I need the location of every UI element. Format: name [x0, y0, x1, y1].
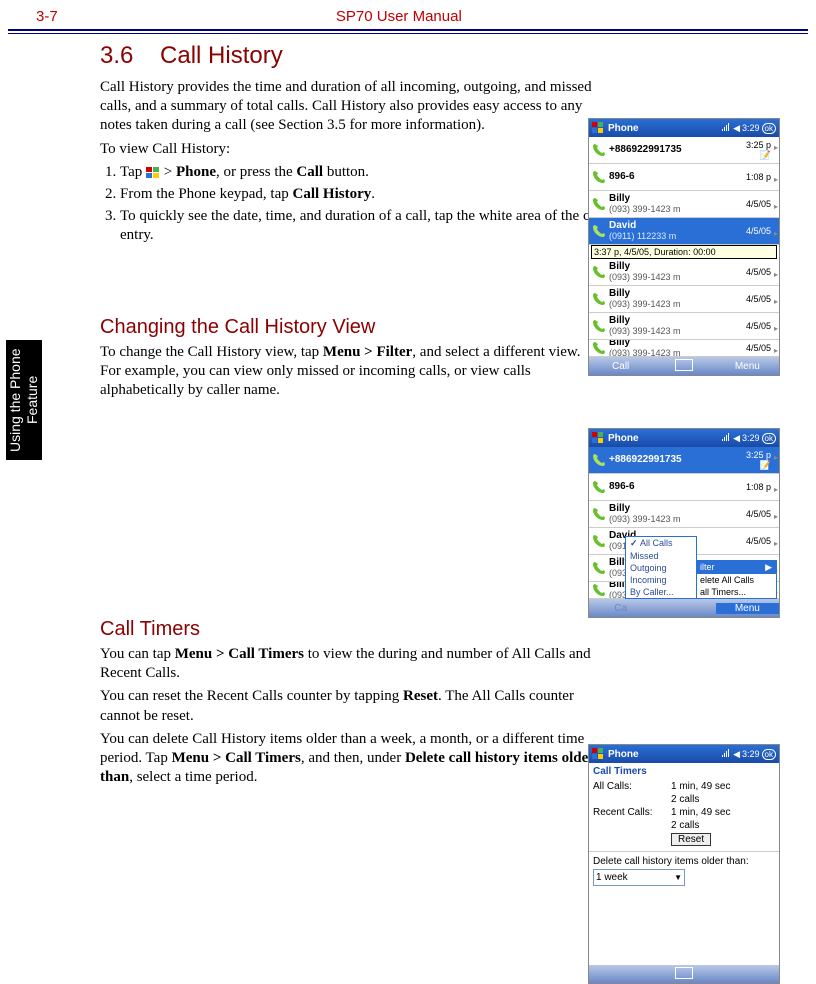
ok-button[interactable]: ok: [762, 433, 776, 444]
delete-period-select[interactable]: 1 week▼: [593, 869, 685, 886]
sub2-p2: You can reset the Recent Calls counter b…: [100, 687, 600, 725]
outgoing-call-icon: [591, 291, 607, 307]
start-flag-icon: [146, 166, 160, 178]
timers-table: All Calls: 1 min, 49 sec 2 calls Recent …: [589, 780, 779, 847]
filter-all-calls[interactable]: All Calls: [626, 537, 696, 550]
recent-calls-duration: 1 min, 49 sec: [667, 806, 779, 819]
start-icon[interactable]: [592, 432, 604, 444]
menu-item-delete-all[interactable]: elete All Calls: [696, 574, 776, 586]
keyboard-icon[interactable]: [652, 967, 715, 982]
filter-by-caller[interactable]: By Caller...: [626, 586, 696, 598]
chapter-tab: Using the Phone Feature: [6, 340, 42, 460]
outgoing-call-icon: [591, 169, 607, 185]
screenshot-call-history: Phone ◀ 3:29 ok +8869229917353:25 p📝▸896…: [588, 118, 780, 376]
recent-calls-label: Recent Calls:: [589, 806, 667, 819]
intro-paragraph: Call History provides the time and durat…: [100, 78, 600, 136]
filter-missed[interactable]: Missed: [626, 550, 696, 562]
outgoing-call-icon: [591, 264, 607, 280]
call-history-row[interactable]: David(0911) 112233 m4/5/05▸: [589, 218, 779, 245]
step-3: To quickly see the date, time, and durat…: [120, 207, 620, 245]
steps-list: Tap > Phone, or press the Call button. F…: [100, 163, 620, 246]
menu-item-filter[interactable]: ilter▶: [696, 561, 776, 574]
ok-button[interactable]: ok: [762, 749, 776, 760]
outgoing-call-icon: [591, 560, 607, 576]
filter-submenu[interactable]: All Calls Missed Outgoing Incoming By Ca…: [625, 536, 697, 599]
call-timers-subtitle: Call Timers: [589, 763, 779, 780]
recent-calls-count: 2 calls: [667, 819, 779, 832]
speaker-icon: ◀: [733, 749, 740, 760]
call-history-row[interactable]: 896-61:08 p▸: [589, 164, 779, 191]
device-titlebar: Phone ◀ 3:29 ok: [589, 119, 779, 137]
call-history-row[interactable]: Billy(093) 399-1423 m4/5/05▸: [589, 501, 779, 528]
ok-button[interactable]: ok: [762, 123, 776, 134]
step-2: From the Phone keypad, tap Call History.: [120, 185, 620, 204]
clock-text: 3:29: [742, 123, 760, 133]
page-number: 3-7: [36, 8, 58, 25]
keyboard-icon[interactable]: [652, 359, 715, 374]
header-rule-2: [8, 33, 808, 34]
filter-incoming[interactable]: Incoming: [626, 574, 696, 586]
header-rule-1: [8, 29, 808, 31]
subheading-timers: Call Timers: [100, 618, 800, 641]
sub2-p3: You can delete Call History items older …: [100, 730, 600, 788]
call-history-row[interactable]: Billy(093) 399-1423 m4/5/05▸: [589, 286, 779, 313]
delete-older-label: Delete call history items older than:: [589, 856, 779, 867]
all-calls-label: All Calls:: [589, 780, 667, 793]
clock-text: 3:29: [742, 749, 760, 759]
page-header: 3-7 SP70 User Manual: [0, 0, 816, 29]
device-softkey-bar: [589, 965, 779, 983]
outgoing-call-icon: [591, 452, 607, 468]
call-detail-tooltip: 3:37 p, 4/5/05, Duration: 00:00: [591, 245, 777, 259]
outgoing-call-icon: [591, 479, 607, 495]
clock-text: 3:29: [742, 433, 760, 443]
device-titlebar: Phone ◀ 3:29 ok: [589, 745, 779, 763]
screenshot-filter-menu: Phone ◀ 3:29 ok +8869229917353:25 p📝▸896…: [588, 428, 780, 618]
section-heading: 3.6 Call History: [100, 42, 800, 70]
all-calls-count: 2 calls: [667, 793, 779, 806]
speaker-icon: ◀: [733, 433, 740, 444]
doc-title: SP70 User Manual: [336, 8, 462, 25]
call-history-row[interactable]: 896-61:08 p▸: [589, 474, 779, 501]
menu-popup[interactable]: ilter▶ elete All Calls all Timers...: [695, 560, 777, 599]
outgoing-call-icon: [591, 340, 607, 356]
speaker-icon: ◀: [733, 123, 740, 134]
step-1: Tap > Phone, or press the Call button.: [120, 163, 620, 182]
softkey-call[interactable]: Ca: [589, 603, 652, 614]
outgoing-call-icon: [591, 318, 607, 334]
call-history-row[interactable]: Billy(093) 399-1423 m4/5/05▸: [589, 313, 779, 340]
outgoing-call-icon: [591, 142, 607, 158]
softkey-menu[interactable]: Menu: [716, 603, 779, 614]
call-history-row[interactable]: Billy(093) 399-1423 m4/5/05▸: [589, 259, 779, 286]
softkey-menu[interactable]: Menu: [716, 361, 779, 372]
signal-icon: [721, 748, 731, 760]
menu-item-call-timers[interactable]: all Timers...: [696, 586, 776, 598]
start-icon[interactable]: [592, 122, 604, 134]
reset-button[interactable]: Reset: [671, 833, 711, 846]
sub2-p1: You can tap Menu > Call Timers to view t…: [100, 645, 600, 683]
device-softkey-bar: Call Menu: [589, 357, 779, 375]
start-icon[interactable]: [592, 748, 604, 760]
to-view-line: To view Call History:: [100, 140, 600, 159]
outgoing-call-icon: [591, 196, 607, 212]
softkey-call[interactable]: Call: [589, 361, 652, 372]
signal-icon: [721, 432, 731, 444]
device-softkey-bar: Ca Menu: [589, 599, 779, 617]
device-titlebar: Phone ◀ 3:29 ok: [589, 429, 779, 447]
call-history-row[interactable]: Billy(093) 399-1423 m4/5/05▸: [589, 340, 779, 357]
outgoing-call-icon: [591, 223, 607, 239]
screenshot-call-timers: Phone ◀ 3:29 ok Call Timers All Calls: 1…: [588, 744, 780, 984]
call-history-row[interactable]: Billy(093) 399-1423 m4/5/05▸: [589, 191, 779, 218]
call-history-row[interactable]: +8869229917353:25 p📝▸: [589, 447, 779, 474]
signal-icon: [721, 122, 731, 134]
all-calls-duration: 1 min, 49 sec: [667, 780, 779, 793]
sub1-paragraph: To change the Call History view, tap Men…: [100, 343, 600, 401]
filter-outgoing[interactable]: Outgoing: [626, 562, 696, 574]
chevron-down-icon: ▼: [674, 873, 682, 882]
outgoing-call-icon: [591, 533, 607, 549]
call-history-row[interactable]: +8869229917353:25 p📝▸: [589, 137, 779, 164]
outgoing-call-icon: [591, 506, 607, 522]
outgoing-call-icon: [591, 582, 607, 598]
